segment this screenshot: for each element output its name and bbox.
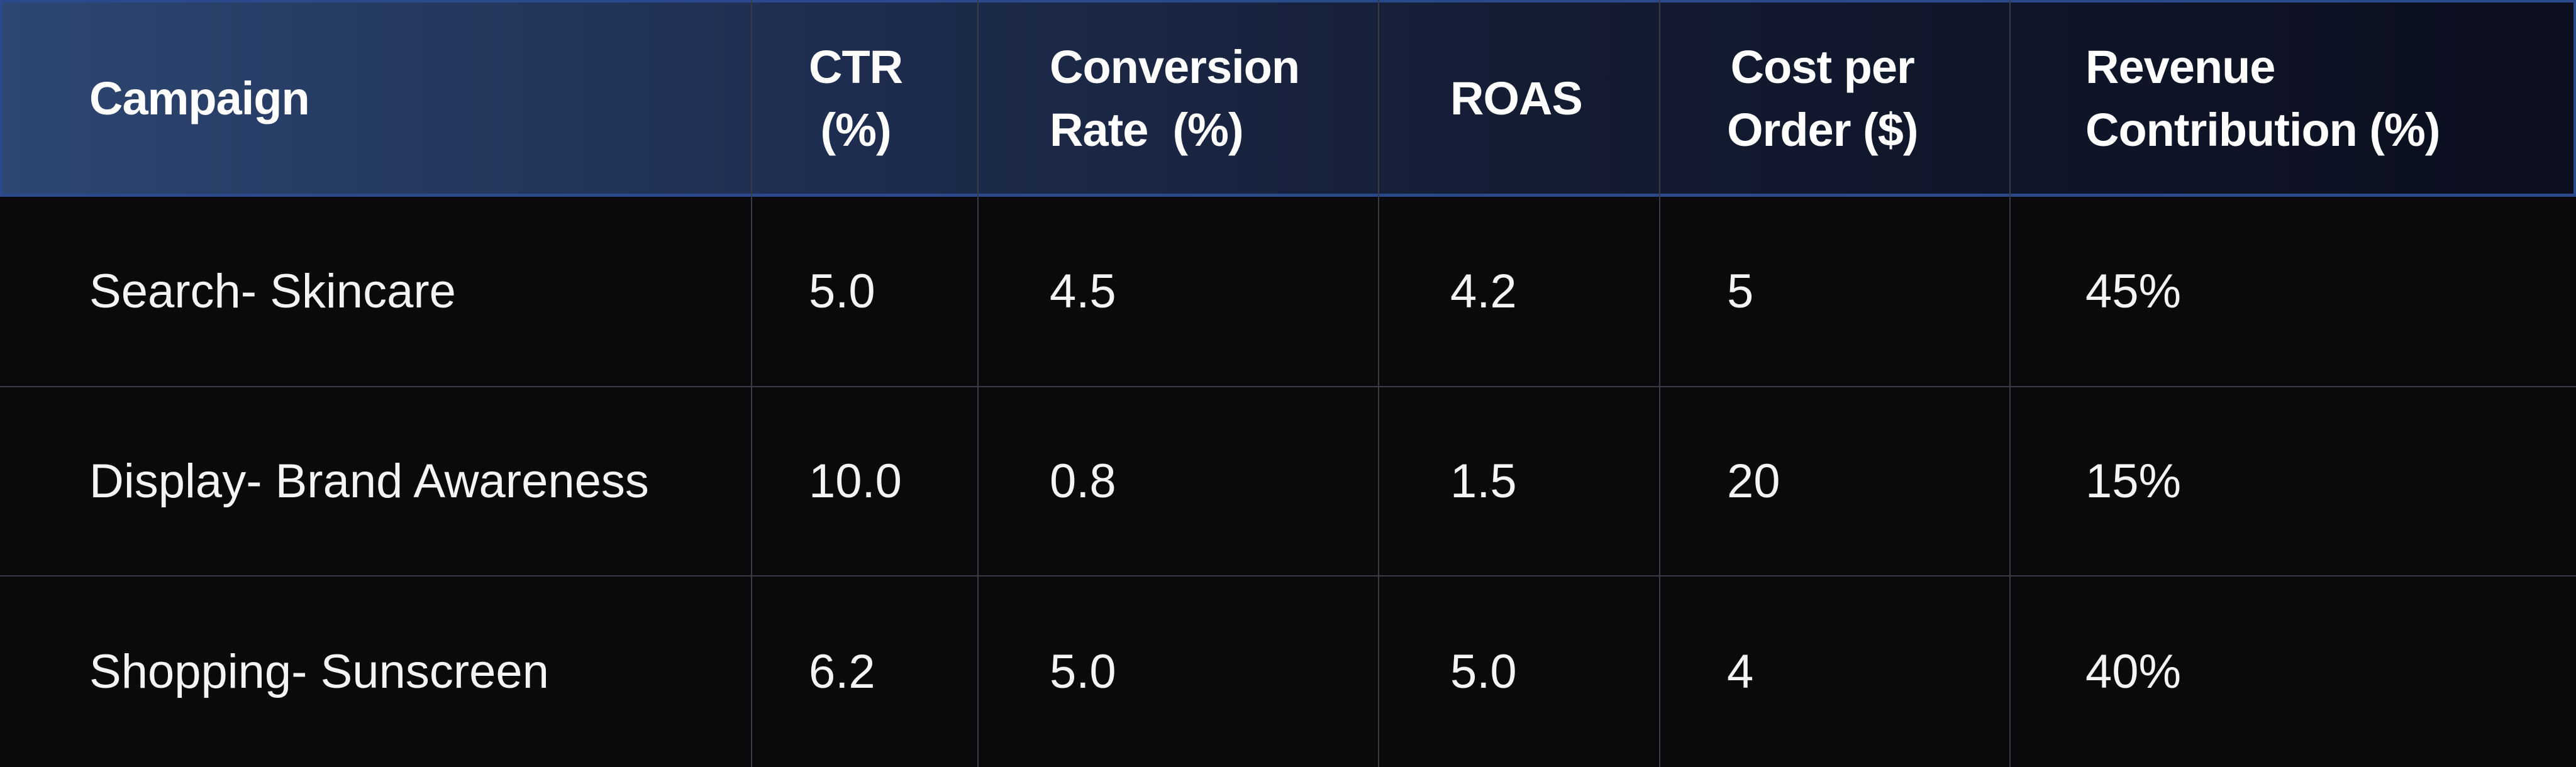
- header-cost-per-order-line1: Cost per: [1730, 40, 1915, 93]
- header-roas[interactable]: ROAS: [1450, 0, 1702, 197]
- header-conversion-rate-line2: Rate (%): [1050, 103, 1244, 156]
- table-row-3-roas: 5.0: [1450, 644, 1517, 698]
- header-campaign-label: Campaign: [89, 72, 310, 124]
- table-row-2-roas: 1.5: [1450, 454, 1517, 508]
- header-conversion-rate-line1: Conversion: [1050, 40, 1300, 93]
- table-header-row: [0, 0, 2576, 197]
- table-row-1-campaign: Search- Skincare: [89, 265, 456, 318]
- header-campaign[interactable]: Campaign: [89, 0, 750, 197]
- table-row-1-conversion-rate: 4.5: [1050, 265, 1116, 318]
- table-row-2-ctr: 10.0: [809, 454, 902, 508]
- header-cost-per-order-line2: Order ($): [1727, 103, 1919, 156]
- header-revenue-contribution[interactable]: Revenue Contribution (%): [2085, 0, 2563, 197]
- table-row-3-conversion-rate: 5.0: [1050, 644, 1116, 698]
- header-roas-label: ROAS: [1450, 72, 1583, 124]
- header-cost-per-order[interactable]: Cost per Order ($): [1727, 0, 1997, 197]
- column-divider: [2009, 0, 2011, 767]
- column-divider: [1659, 0, 1660, 767]
- column-divider: [977, 0, 979, 767]
- table-row-3-cost-per-order: 4: [1727, 644, 1754, 698]
- table-row-2-cost-per-order: 20: [1727, 454, 1780, 508]
- column-divider: [751, 0, 752, 767]
- header-revenue-contribution-line1: Revenue: [2085, 40, 2275, 93]
- header-revenue-contribution-line2: Contribution (%): [2085, 103, 2440, 156]
- table-row-2-campaign: Display- Brand Awareness: [89, 454, 649, 508]
- table-row-2-conversion-rate: 0.8: [1050, 454, 1116, 508]
- column-divider: [1378, 0, 1379, 767]
- table-row-1-roas: 4.2: [1450, 265, 1517, 318]
- table-row-3-ctr: 6.2: [809, 644, 875, 698]
- header-ctr[interactable]: CTR (%): [809, 0, 997, 197]
- header-conversion-rate[interactable]: Conversion Rate (%): [1050, 0, 1364, 197]
- row-divider: [0, 386, 2576, 387]
- table-row-3-revenue-contribution: 40%: [2085, 644, 2182, 698]
- table-row-1-revenue-contribution: 45%: [2085, 265, 2182, 318]
- header-ctr-line1: CTR: [809, 40, 903, 93]
- table-row-1-cost-per-order: 5: [1727, 265, 1754, 318]
- row-divider: [0, 575, 2576, 577]
- header-ctr-line2: (%): [820, 103, 892, 156]
- table-row-3-campaign: Shopping- Sunscreen: [89, 644, 549, 698]
- table-row-1-ctr: 5.0: [809, 265, 875, 318]
- table-row-2-revenue-contribution: 15%: [2085, 454, 2182, 508]
